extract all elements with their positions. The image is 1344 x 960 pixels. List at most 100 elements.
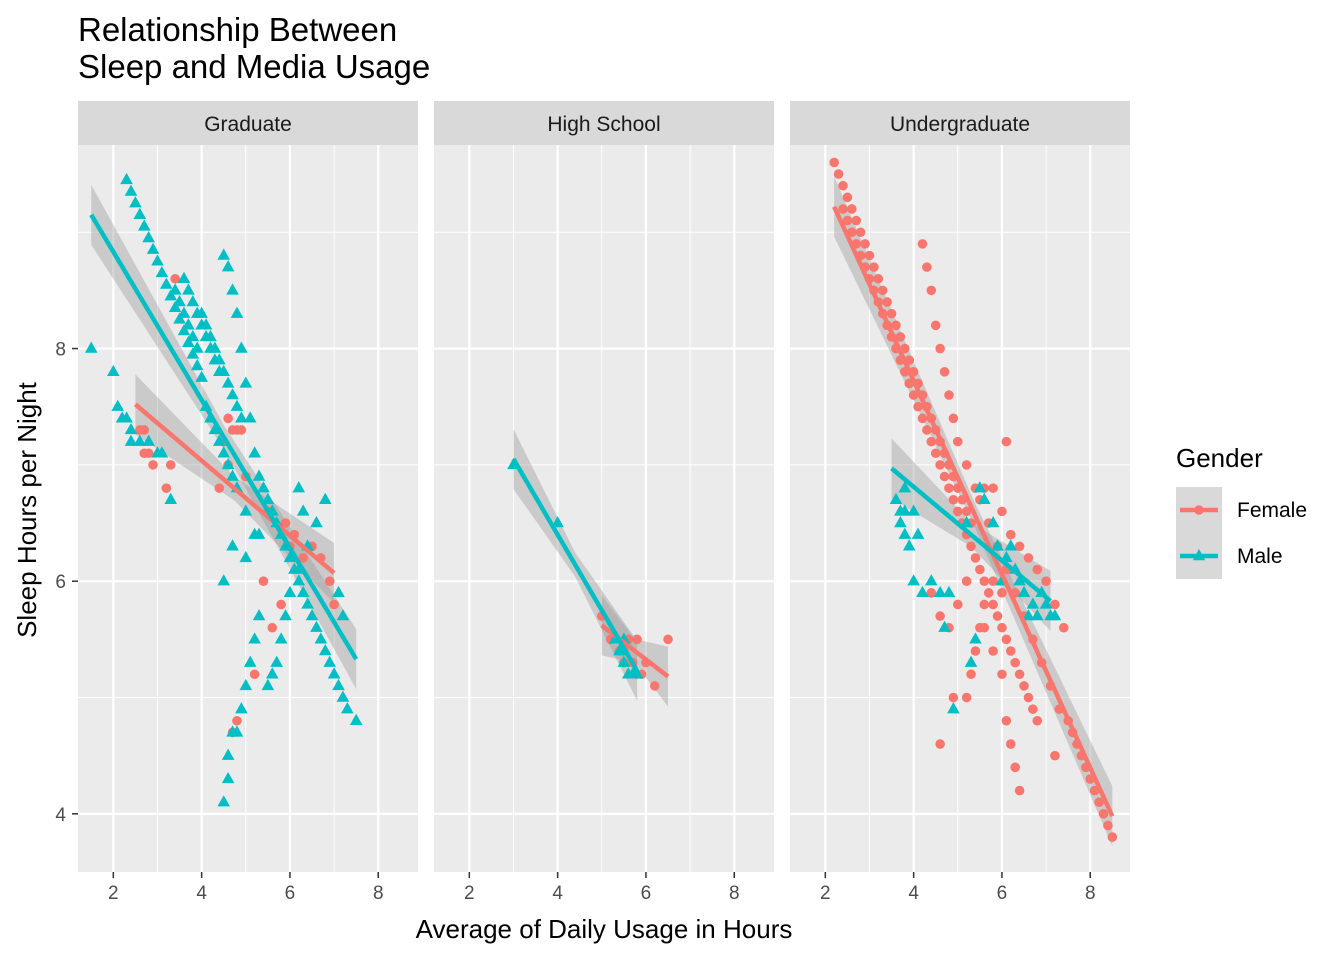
x-tick-label: 8 bbox=[729, 883, 740, 904]
legend-label: Male bbox=[1237, 545, 1283, 568]
data-point-female bbox=[267, 622, 278, 633]
x-tick-label: 6 bbox=[285, 883, 296, 904]
data-point-female bbox=[922, 262, 932, 272]
panel-undergraduate: Undergraduate 2 4 6 8 bbox=[790, 101, 1130, 904]
data-point-male bbox=[907, 504, 920, 516]
data-point-male bbox=[137, 219, 151, 231]
data-point-male bbox=[142, 434, 155, 446]
data-point-female bbox=[970, 553, 981, 563]
data-point-female bbox=[983, 588, 994, 598]
y-tick-label: 8 bbox=[55, 340, 66, 361]
data-point-female bbox=[966, 541, 976, 552]
y-axis: 4 6 8 bbox=[55, 340, 78, 826]
panel-background bbox=[434, 145, 774, 872]
data-point-male bbox=[84, 341, 98, 353]
data-point-male bbox=[296, 504, 310, 516]
data-point-male bbox=[977, 492, 991, 504]
data-point-male bbox=[283, 585, 297, 598]
data-point-female bbox=[842, 192, 853, 203]
data-point-female bbox=[961, 460, 972, 470]
x-tick-label: 4 bbox=[908, 883, 919, 904]
data-point-female bbox=[1107, 832, 1118, 842]
data-point-male bbox=[265, 667, 279, 679]
fit-line-male bbox=[89, 213, 359, 661]
data-point-female bbox=[935, 343, 945, 354]
data-point-male bbox=[186, 295, 200, 307]
data-point-female bbox=[851, 215, 862, 226]
data-point-male bbox=[168, 300, 182, 313]
data-point-female bbox=[847, 227, 857, 238]
data-point-female bbox=[948, 413, 959, 424]
fit-line-male bbox=[511, 457, 640, 672]
data-point-female bbox=[997, 588, 1007, 598]
legend-title: Gender bbox=[1176, 443, 1263, 473]
data-point-female bbox=[847, 204, 857, 214]
data-point-male bbox=[107, 364, 120, 377]
data-point-female bbox=[997, 669, 1007, 680]
data-point-female bbox=[842, 215, 853, 226]
data-point-female bbox=[1019, 681, 1029, 691]
data-point-female bbox=[952, 436, 963, 447]
data-point-female bbox=[1001, 634, 1012, 645]
x-tick-label: 8 bbox=[373, 883, 384, 904]
data-point-male bbox=[274, 632, 288, 644]
data-point-male bbox=[613, 643, 626, 656]
data-point-female bbox=[869, 262, 879, 272]
y-tick-label: 4 bbox=[55, 805, 66, 826]
data-point-female bbox=[935, 611, 945, 621]
data-point-female bbox=[917, 413, 928, 424]
data-point-female bbox=[1028, 704, 1038, 714]
data-point-male bbox=[252, 469, 266, 481]
data-point-male bbox=[314, 632, 328, 644]
data-point-male bbox=[243, 655, 257, 667]
data-point-female bbox=[833, 169, 844, 179]
fit-line-female bbox=[133, 402, 336, 575]
data-point-male bbox=[248, 632, 261, 644]
data-point-female bbox=[276, 599, 286, 610]
data-point-male bbox=[318, 492, 332, 504]
data-point-female bbox=[632, 634, 642, 645]
data-point-male bbox=[173, 312, 186, 324]
data-point-female bbox=[997, 506, 1007, 517]
data-point-female bbox=[1094, 797, 1104, 808]
data-point-male bbox=[969, 632, 982, 644]
data-point-male bbox=[195, 370, 208, 382]
data-point-female bbox=[232, 715, 242, 726]
data-point-female bbox=[988, 646, 998, 656]
data-point-female bbox=[139, 425, 150, 435]
data-point-male bbox=[212, 353, 226, 365]
data-point-male bbox=[279, 609, 292, 621]
data-point-male bbox=[292, 481, 306, 493]
data-point-male bbox=[964, 655, 978, 667]
data-point-female bbox=[148, 460, 158, 470]
data-point-female bbox=[829, 157, 839, 168]
data-point-male bbox=[142, 231, 155, 243]
data-point-male bbox=[617, 655, 631, 667]
chart-title: Relationship Between Sleep and Media Usa… bbox=[78, 11, 430, 85]
data-point-female bbox=[864, 250, 875, 261]
data-point-female bbox=[975, 564, 985, 575]
x-tick-label: 8 bbox=[1085, 883, 1096, 904]
data-point-female bbox=[236, 425, 247, 435]
data-point-female bbox=[170, 273, 180, 284]
data-point-male bbox=[902, 539, 916, 551]
data-point-male bbox=[173, 295, 186, 307]
panel-high-school: High School 2 4 6 8 bbox=[434, 101, 774, 904]
data-point-male bbox=[204, 329, 217, 342]
data-point-female bbox=[997, 622, 1007, 633]
data-point-male bbox=[960, 516, 973, 528]
data-point-male bbox=[239, 504, 253, 516]
legend-marker bbox=[1192, 549, 1206, 561]
data-point-male bbox=[327, 667, 341, 679]
data-point-male bbox=[252, 609, 266, 621]
data-point-male bbox=[257, 481, 270, 493]
data-point-female bbox=[961, 506, 972, 517]
data-point-male bbox=[168, 283, 182, 295]
data-point-female bbox=[952, 506, 963, 517]
data-point-female bbox=[214, 483, 225, 493]
data-point-male bbox=[182, 335, 195, 347]
data-point-male bbox=[283, 550, 297, 563]
data-point-male bbox=[217, 574, 231, 586]
panel-graduate: Graduate 2 4 6 8 bbox=[78, 101, 418, 904]
data-point-female bbox=[1050, 750, 1060, 761]
